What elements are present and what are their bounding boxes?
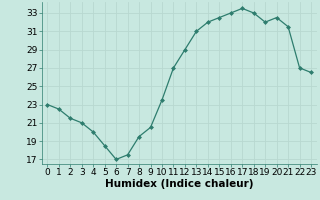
X-axis label: Humidex (Indice chaleur): Humidex (Indice chaleur)	[105, 179, 253, 189]
